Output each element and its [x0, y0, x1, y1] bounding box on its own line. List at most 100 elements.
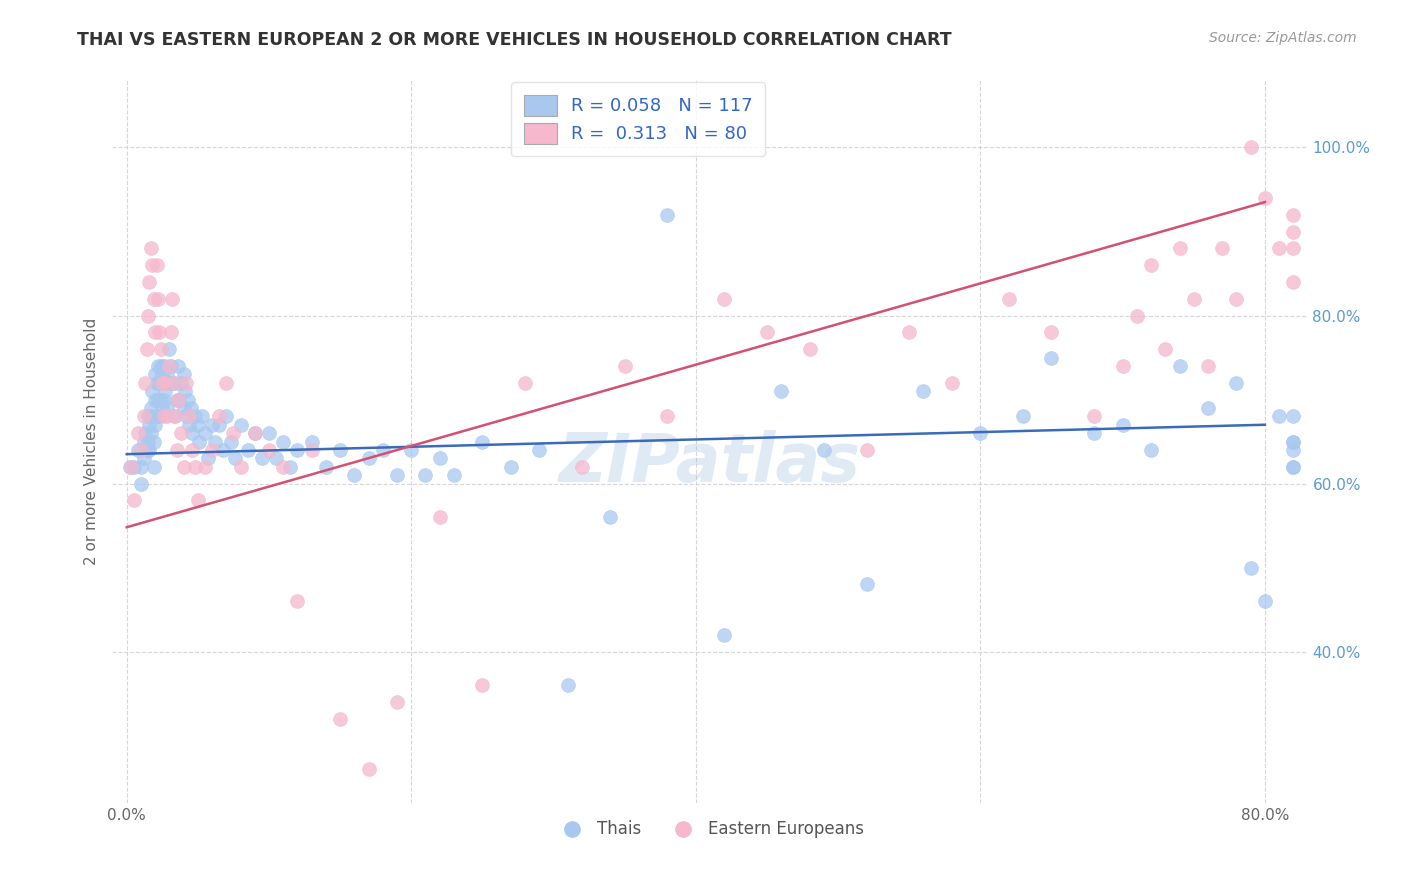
Point	[755, 326, 778, 340]
Point	[136, 409, 159, 424]
Point	[118, 459, 141, 474]
Point	[257, 426, 280, 441]
Point	[135, 442, 157, 457]
Point	[176, 376, 198, 390]
Point	[257, 442, 280, 457]
Point	[243, 426, 266, 441]
Point	[148, 326, 170, 340]
Point	[146, 359, 169, 373]
Point	[770, 384, 793, 398]
Point	[1012, 409, 1035, 424]
Point	[855, 577, 877, 591]
Point	[1197, 401, 1219, 415]
Point	[162, 292, 183, 306]
Point	[191, 409, 214, 424]
Point	[155, 409, 177, 424]
Point	[129, 442, 152, 457]
Point	[343, 468, 366, 483]
Point	[139, 426, 162, 441]
Point	[471, 678, 494, 692]
Point	[1083, 426, 1105, 441]
Point	[1126, 309, 1149, 323]
Point	[371, 442, 394, 457]
Point	[138, 442, 160, 457]
Point	[166, 392, 188, 407]
Point	[142, 434, 165, 449]
Point	[1111, 417, 1133, 432]
Point	[243, 426, 266, 441]
Point	[181, 426, 204, 441]
Point	[941, 376, 963, 390]
Point	[157, 359, 180, 373]
Point	[799, 342, 821, 356]
Point	[159, 359, 181, 373]
Point	[912, 384, 935, 398]
Point	[1083, 409, 1105, 424]
Point	[132, 409, 155, 424]
Point	[145, 258, 167, 272]
Point	[173, 401, 195, 415]
Point	[188, 434, 211, 449]
Point	[138, 275, 160, 289]
Point	[153, 384, 176, 398]
Point	[215, 376, 238, 390]
Point	[236, 442, 259, 457]
Point	[157, 342, 180, 356]
Point	[132, 451, 155, 466]
Point	[143, 326, 166, 340]
Point	[134, 376, 156, 390]
Point	[1040, 326, 1063, 340]
Point	[141, 384, 163, 398]
Point	[208, 417, 231, 432]
Point	[385, 468, 408, 483]
Point	[120, 459, 142, 474]
Point	[152, 359, 174, 373]
Point	[1168, 241, 1191, 255]
Point	[179, 409, 201, 424]
Point	[1111, 359, 1133, 373]
Point	[129, 476, 152, 491]
Point	[1254, 594, 1277, 608]
Point	[208, 409, 231, 424]
Point	[139, 401, 162, 415]
Point	[229, 459, 252, 474]
Point	[215, 409, 238, 424]
Point	[170, 426, 193, 441]
Point	[166, 442, 188, 457]
Point	[1282, 208, 1305, 222]
Point	[141, 409, 163, 424]
Point	[174, 384, 197, 398]
Y-axis label: 2 or more Vehicles in Household: 2 or more Vehicles in Household	[83, 318, 98, 566]
Point	[197, 451, 219, 466]
Point	[1168, 359, 1191, 373]
Point	[201, 442, 224, 457]
Point	[1240, 560, 1263, 574]
Point	[169, 392, 191, 407]
Point	[173, 368, 195, 382]
Point	[150, 376, 173, 390]
Point	[898, 326, 921, 340]
Point	[145, 376, 167, 390]
Point	[1282, 241, 1305, 255]
Point	[153, 376, 176, 390]
Point	[194, 426, 217, 441]
Point	[1282, 409, 1305, 424]
Point	[1225, 376, 1247, 390]
Point	[1140, 442, 1163, 457]
Point	[134, 426, 156, 441]
Point	[250, 451, 273, 466]
Point	[219, 434, 242, 449]
Point	[141, 258, 163, 272]
Point	[150, 368, 173, 382]
Point	[1140, 258, 1163, 272]
Point	[357, 451, 380, 466]
Point	[471, 434, 494, 449]
Point	[152, 392, 174, 407]
Point	[194, 459, 217, 474]
Point	[148, 376, 170, 390]
Point	[443, 468, 465, 483]
Point	[278, 459, 301, 474]
Point	[813, 442, 835, 457]
Point	[557, 678, 579, 692]
Point	[136, 309, 159, 323]
